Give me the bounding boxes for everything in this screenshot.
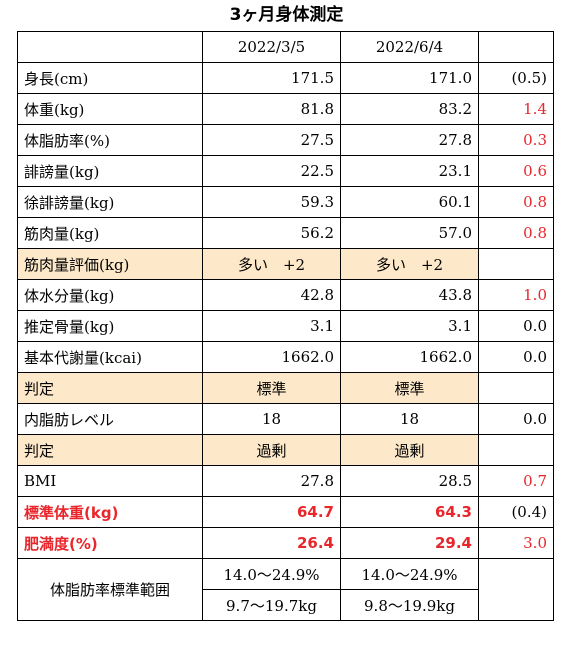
value-1: 59.3 bbox=[202, 186, 341, 218]
diff-value: 0.8 bbox=[478, 217, 554, 249]
diff-value: 1.0 bbox=[478, 279, 554, 311]
value-2: 3.1 bbox=[340, 310, 479, 342]
row-label: 体重(kg) bbox=[17, 93, 203, 125]
value-1: 18 bbox=[202, 403, 341, 435]
value-2: 1662.0 bbox=[340, 341, 479, 373]
value-1: 27.8 bbox=[202, 465, 341, 497]
value-2: 60.1 bbox=[340, 186, 479, 218]
row-label: 推定骨量(kg) bbox=[17, 310, 203, 342]
value-1: 26.4 bbox=[202, 527, 341, 559]
table-row: 体脂肪率(%) 27.5 27.8 0.3 bbox=[17, 124, 554, 156]
table-row: 判定 過剰 過剰 bbox=[17, 434, 554, 466]
row-label: 筋肉量(kg) bbox=[17, 217, 203, 249]
diff-value: 3.0 bbox=[478, 527, 554, 559]
sheet-title: 3ヶ月身体測定 bbox=[229, 5, 344, 25]
value-2: 29.4 bbox=[340, 527, 479, 559]
value-2: 標準 bbox=[340, 372, 479, 404]
row-label: BMI bbox=[17, 465, 203, 497]
value-1: 3.1 bbox=[202, 310, 341, 342]
value-2: 64.3 bbox=[340, 496, 479, 528]
diff-value: 1.4 bbox=[478, 93, 554, 125]
diff-value bbox=[478, 372, 554, 404]
value-2: 57.0 bbox=[340, 217, 479, 249]
value-1: 42.8 bbox=[202, 279, 341, 311]
table-row: 基本代謝量(kcai) 1662.0 1662.0 0.0 bbox=[17, 341, 554, 373]
table-row: 身長(cm) 171.5 171.0 (0.5) bbox=[17, 62, 554, 94]
row-label: 身長(cm) bbox=[17, 62, 203, 94]
row-label: 徐誹謗量(kg) bbox=[17, 186, 203, 218]
value-2: 多い +2 bbox=[340, 248, 479, 280]
range-diff-cell bbox=[478, 558, 554, 621]
value-2: 171.0 bbox=[340, 62, 479, 94]
diff-value bbox=[478, 434, 554, 466]
range-row-pct: 体脂肪率標準範囲 14.0〜24.9% 14.0〜24.9% bbox=[17, 558, 554, 621]
range-label: 体脂肪率標準範囲 bbox=[17, 558, 203, 621]
row-label: 体水分量(kg) bbox=[17, 279, 203, 311]
value-1: 56.2 bbox=[202, 217, 341, 249]
table-row: 内脂肪レベル 18 18 0.0 bbox=[17, 403, 554, 435]
range-pct-1: 14.0〜24.9% bbox=[202, 558, 341, 590]
diff-value: 0.7 bbox=[478, 465, 554, 497]
value-1: 22.5 bbox=[202, 155, 341, 187]
value-2: 28.5 bbox=[340, 465, 479, 497]
diff-value: 0.8 bbox=[478, 186, 554, 218]
range-row-kg: 9.7〜19.7kg 9.8〜19.9kg bbox=[18, 589, 554, 621]
value-1: 64.7 bbox=[202, 496, 341, 528]
table-row: 筋肉量(kg) 56.2 57.0 0.8 bbox=[17, 217, 554, 249]
row-label: 筋肉量評価(kg) bbox=[17, 248, 203, 280]
value-2: 27.8 bbox=[340, 124, 479, 156]
row-label: 標準体重(kg) bbox=[17, 496, 203, 528]
header-label-cell bbox=[17, 31, 203, 63]
table-row: 誹謗量(kg) 22.5 23.1 0.6 bbox=[17, 155, 554, 187]
table-row: 筋肉量評価(kg) 多い +2 多い +2 bbox=[17, 248, 554, 280]
header-diff-cell bbox=[478, 31, 554, 63]
table-row: 徐誹謗量(kg) 59.3 60.1 0.8 bbox=[17, 186, 554, 218]
diff-value bbox=[478, 248, 554, 280]
header-date-1: 2022/3/5 bbox=[202, 31, 341, 63]
header-row: 2022/3/5 2022/6/4 bbox=[17, 31, 554, 63]
value-1: 171.5 bbox=[202, 62, 341, 94]
table-row: 判定 標準 標準 bbox=[17, 372, 554, 404]
value-2: 43.8 bbox=[340, 279, 479, 311]
value-2: 23.1 bbox=[340, 155, 479, 187]
row-label: 肥満度(%) bbox=[17, 527, 203, 559]
row-label: 体脂肪率(%) bbox=[17, 124, 203, 156]
value-2: 18 bbox=[340, 403, 479, 435]
range-kg-1: 9.7〜19.7kg bbox=[202, 589, 341, 621]
table-row: 推定骨量(kg) 3.1 3.1 0.0 bbox=[17, 310, 554, 342]
value-1: 81.8 bbox=[202, 93, 341, 125]
diff-value: 0.0 bbox=[478, 341, 554, 373]
row-label: 内脂肪レベル bbox=[17, 403, 203, 435]
value-2: 過剰 bbox=[340, 434, 479, 466]
diff-value: 0.0 bbox=[478, 310, 554, 342]
range-pct-2: 14.0〜24.9% bbox=[340, 558, 479, 590]
value-1: 過剰 bbox=[202, 434, 341, 466]
value-1: 1662.0 bbox=[202, 341, 341, 373]
value-1: 多い +2 bbox=[202, 248, 341, 280]
diff-value: (0.4) bbox=[478, 496, 554, 528]
range-kg-2: 9.8〜19.9kg bbox=[340, 589, 479, 621]
diff-value: 0.6 bbox=[478, 155, 554, 187]
diff-value: 0.3 bbox=[478, 124, 554, 156]
value-1: 27.5 bbox=[202, 124, 341, 156]
header-date-2: 2022/6/4 bbox=[340, 31, 479, 63]
table-row: 体水分量(kg) 42.8 43.8 1.0 bbox=[17, 279, 554, 311]
value-1: 標準 bbox=[202, 372, 341, 404]
value-2: 83.2 bbox=[340, 93, 479, 125]
table-row: BMI 27.8 28.5 0.7 bbox=[17, 465, 554, 497]
table-row: 体重(kg) 81.8 83.2 1.4 bbox=[17, 93, 554, 125]
row-label: 判定 bbox=[17, 434, 203, 466]
diff-value: (0.5) bbox=[478, 62, 554, 94]
table-row: 肥満度(%) 26.4 29.4 3.0 bbox=[17, 527, 554, 559]
row-label: 判定 bbox=[17, 372, 203, 404]
row-label: 誹謗量(kg) bbox=[17, 155, 203, 187]
diff-value: 0.0 bbox=[478, 403, 554, 435]
table-row: 標準体重(kg) 64.7 64.3 (0.4) bbox=[17, 496, 554, 528]
measurement-table: 2022/3/5 2022/6/4 身長(cm) 171.5 171.0 (0.… bbox=[17, 31, 554, 621]
row-label: 基本代謝量(kcai) bbox=[17, 341, 203, 373]
